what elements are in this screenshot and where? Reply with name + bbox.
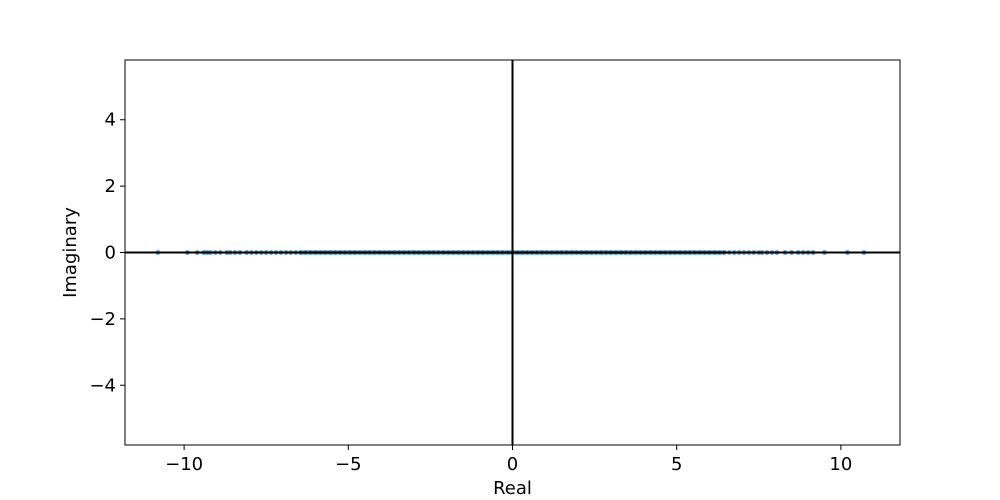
x-tick-label: 5 <box>671 454 682 475</box>
y-axis-ticks: −4 −2 0 2 4 <box>89 110 125 396</box>
plot-area <box>124 59 901 446</box>
x-tick-label: 10 <box>829 454 852 475</box>
x-axis-label: Real <box>493 478 532 499</box>
y-tick-label: −4 <box>89 375 116 396</box>
y-tick-label: 2 <box>105 176 116 197</box>
x-tick-label: −5 <box>335 454 362 475</box>
y-axis-label: Imaginary <box>60 207 81 298</box>
y-tick-label: −2 <box>89 309 116 330</box>
y-tick-label: 0 <box>105 243 116 264</box>
x-tick-label: −10 <box>165 454 203 475</box>
x-axis-ticks: −10 −5 0 5 10 <box>165 445 852 475</box>
y-tick-label: 4 <box>105 110 116 131</box>
x-tick-label: 0 <box>507 454 518 475</box>
